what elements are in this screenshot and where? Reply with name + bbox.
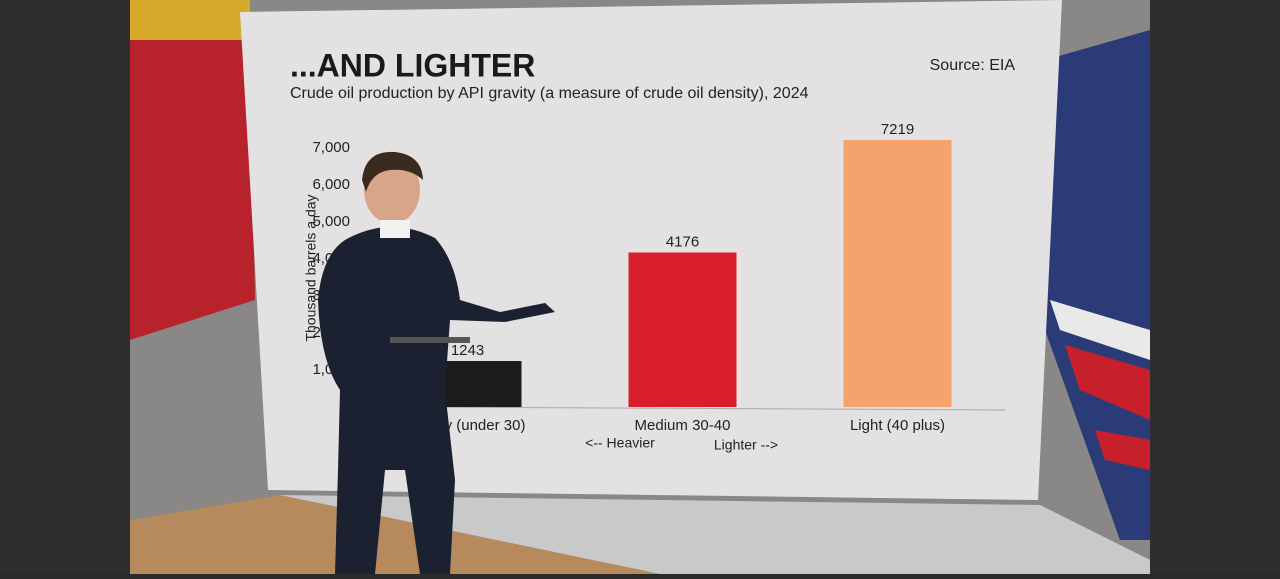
chart-subtitle: Crude oil production by API gravity (a m… <box>290 85 809 102</box>
flag-stripe <box>1065 345 1150 420</box>
presenter-collar <box>380 220 410 238</box>
y-tick-label: 5,000 <box>312 213 350 230</box>
flag-left <box>130 10 255 340</box>
flag-stripe <box>1050 300 1150 360</box>
source: Source: EIA <box>930 57 1016 74</box>
y-tick-label: 6,000 <box>312 176 350 193</box>
annotation: <-- Heavier <box>585 435 655 451</box>
baseline <box>419 406 1006 411</box>
flag-right <box>1045 30 1150 540</box>
x-tick-label: Medium 30-40 <box>635 417 731 434</box>
left-border <box>0 0 130 574</box>
bar <box>843 139 952 407</box>
floor-light <box>280 495 1150 574</box>
flag-left-yellow <box>130 0 250 40</box>
bar <box>628 252 737 407</box>
y-tick-label: 7,000 <box>312 139 350 156</box>
presenter-hair <box>362 151 423 192</box>
presenter <box>318 151 555 574</box>
tablet <box>390 337 470 343</box>
value-label: 1243 <box>451 342 484 359</box>
floor <box>130 495 660 574</box>
annotation: Lighter --> <box>714 437 778 453</box>
value-label: 4176 <box>666 233 699 250</box>
chart-title: ...AND LIGHTER <box>290 47 535 83</box>
x-tick-label: Light (40 plus) <box>850 417 945 434</box>
flag-stripe <box>1095 430 1150 470</box>
right-border <box>1150 0 1280 574</box>
value-label: 7219 <box>881 121 914 138</box>
presenter-body <box>318 226 555 574</box>
y-axis-label: Thousand barrels a day <box>303 194 319 341</box>
